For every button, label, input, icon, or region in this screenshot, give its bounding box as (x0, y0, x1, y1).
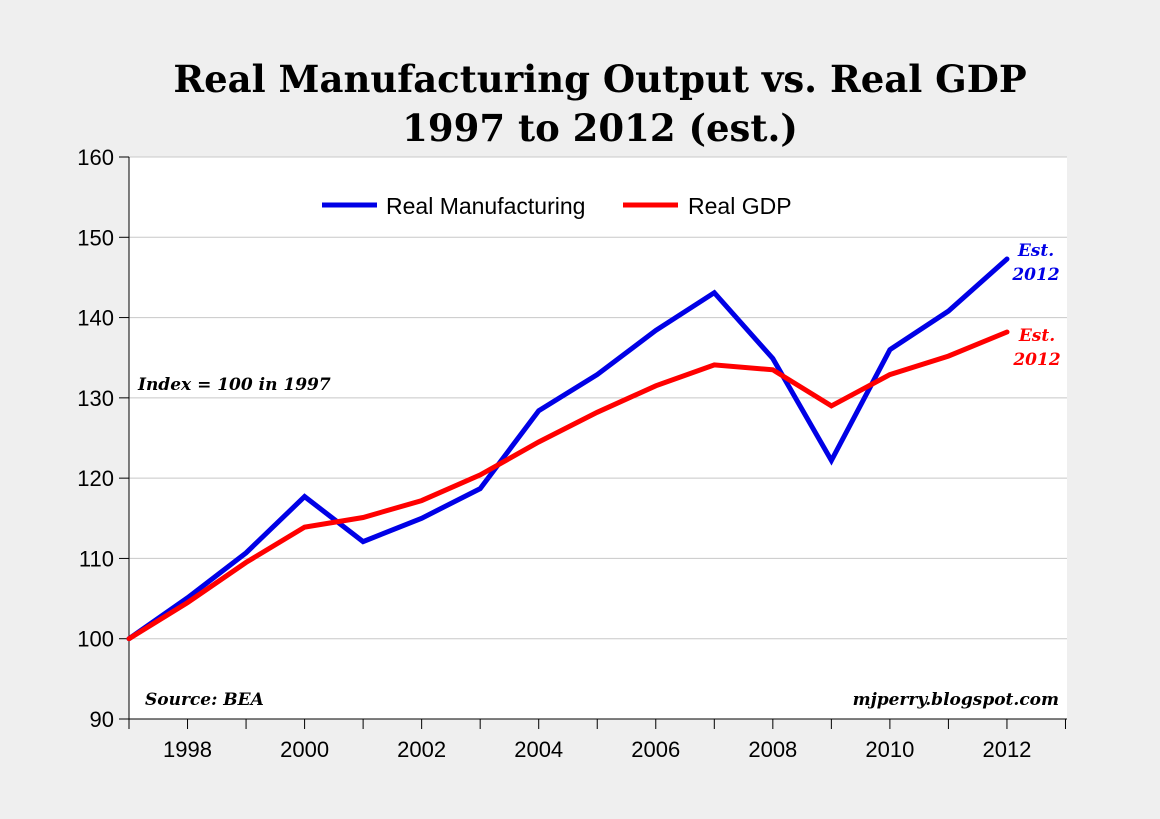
gdp-est-label-line1: Est. (1018, 326, 1055, 346)
y-tick-label: 110 (79, 546, 114, 571)
legend: Real Manufacturing Real GDP (322, 193, 792, 219)
index-note: Index = 100 in 1997 (137, 375, 331, 395)
x-ticks: 1998 2000 2002 2004 2006 2008 2010 2012 (128, 719, 1066, 762)
x-tick-label: 2002 (397, 737, 446, 762)
manufacturing-est-label-line2: 2012 (1011, 265, 1059, 285)
manufacturing-est-label-line1: Est. (1017, 241, 1054, 261)
credit-note: mjperry.blogspot.com (853, 690, 1059, 710)
series-line-real-manufacturing (126, 256, 1010, 642)
chart-title: Real Manufacturing Output vs. Real GDP (173, 57, 1026, 101)
legend-label-gdp: Real GDP (688, 193, 792, 219)
x-tick-label: 2012 (982, 737, 1031, 762)
series-line-real-gdp (126, 329, 1010, 642)
x-tick-label: 2004 (514, 737, 563, 762)
chart-subtitle: 1997 to 2012 (est.) (402, 106, 798, 150)
y-ticks: 90 100 110 120 130 140 150 160 (77, 145, 129, 732)
x-tick-label: 2006 (631, 737, 680, 762)
y-tick-label: 90 (90, 707, 114, 732)
y-tick-label: 150 (77, 225, 114, 250)
y-tick-label: 160 (77, 145, 114, 170)
x-tick-label: 2010 (865, 737, 914, 762)
source-note: Source: BEA (145, 690, 264, 710)
x-tick-label: 2008 (748, 737, 797, 762)
legend-label-manufacturing: Real Manufacturing (386, 193, 585, 219)
y-tick-label: 120 (77, 466, 114, 491)
series-lines (126, 256, 1010, 642)
axes (128, 157, 1067, 720)
y-tick-label: 140 (77, 306, 114, 331)
y-tick-label: 130 (77, 386, 114, 411)
x-tick-label: 2000 (280, 737, 329, 762)
y-tick-label: 100 (77, 627, 114, 652)
plot-area (129, 157, 1067, 719)
x-tick-label: 1998 (163, 737, 212, 762)
gridlines (129, 156, 1067, 640)
gdp-est-label-line2: 2012 (1012, 350, 1060, 370)
